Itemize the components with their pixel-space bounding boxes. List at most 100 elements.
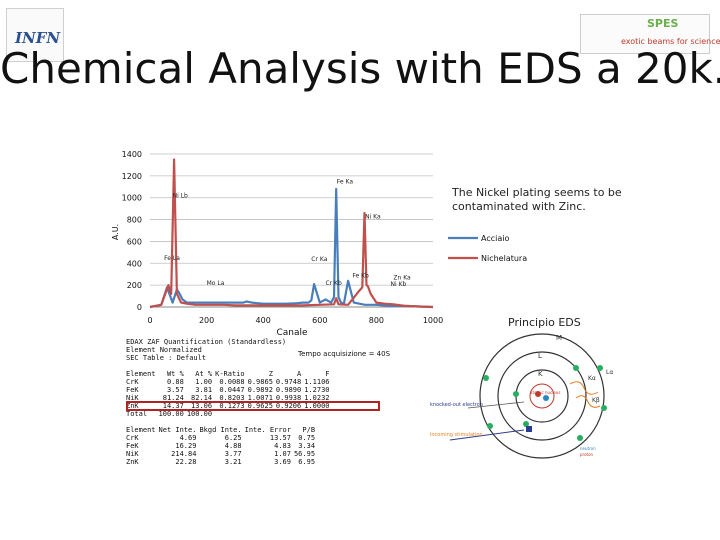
peak-label: Cr Kb	[325, 280, 341, 287]
y-tick-label: 0	[137, 303, 142, 312]
wt-row: ZnK 14.37 13.06 0.1273 0.9625 0.9206 1.0000	[126, 402, 333, 410]
wt-cell: 1.0071	[247, 394, 273, 402]
net-cell: 3.34	[298, 442, 316, 450]
peak-label: Fe Kb	[352, 272, 369, 279]
x-tick-label: 400	[256, 316, 271, 325]
series-line-nichelatura	[149, 158, 434, 309]
shell-l	[497, 351, 587, 441]
net-cell: CrK	[126, 434, 139, 442]
net-row: ZnK 22.28 3.21 3.69 6.95	[126, 458, 318, 466]
wt-cell: 0.9890	[275, 386, 302, 394]
wt-cell	[248, 410, 276, 418]
wt-cell: 1.2730	[304, 386, 330, 394]
eds-table-header-2: Element Normalized	[126, 346, 202, 354]
net-cell: 3.77	[224, 450, 242, 458]
wt-cell: CrK	[126, 378, 139, 386]
net-cell: NiK	[126, 450, 139, 458]
net-cell: 214.84	[171, 450, 197, 458]
x-axis-label: Canale	[276, 328, 308, 338]
knockout-line	[467, 401, 525, 409]
net-cell: 0.75	[298, 434, 316, 442]
net-table: Element Net Inte. Bkgd Inte. Inte. Error P/B…	[126, 426, 318, 466]
net-row: NiK 214.84 3.77 1.07 56.95	[126, 450, 318, 458]
slide-title: Chemical Analysis with EDS a 20k. V	[0, 44, 720, 93]
net-row: CrK 4.69 6.25 13.57 0.75	[126, 434, 318, 442]
wt-cell: 100.00	[186, 410, 213, 418]
x-tick-label: 200	[199, 316, 214, 325]
wt-cell: 3.81	[195, 386, 213, 394]
wt-cell: ZnK	[126, 402, 139, 410]
nucleus	[529, 383, 555, 409]
wt-cell: 1.1106	[304, 378, 330, 386]
net-cell: 22.28	[175, 458, 197, 466]
shell-m	[479, 333, 605, 459]
eds-table-header-3: SEC Table : Default	[126, 354, 207, 362]
y-tick-label: 1400	[122, 150, 142, 159]
x-tick-label: 0	[147, 316, 152, 325]
net-cell: 16.29	[175, 442, 197, 450]
chart-axes: 0 200 400 600 800 1000 1200 1400 0 200 400 600 800 10…	[111, 150, 443, 338]
eds-quantification-table: EDAX ZAF Quantification (Standardless) E…	[126, 338, 396, 506]
net-cell: 56.95	[293, 450, 316, 458]
net-cell: 4.83	[274, 442, 291, 450]
net-cell: 4.88	[224, 442, 242, 450]
wt-header-cell: F	[325, 370, 330, 378]
peak-label: Zn Ka	[393, 275, 411, 282]
net-header-row: Element Net Inte. Bkgd Inte. Inte. Error P/B	[126, 426, 318, 434]
net-header-cell: Net Inte.	[158, 426, 197, 434]
knocked-electron-square	[526, 426, 532, 432]
peak-label: Ni Lb	[173, 193, 188, 200]
wt-cell: 1.0232	[304, 394, 330, 402]
wt-row: CrK 0.88 1.00 0.0088 0.9865 0.9748 1.1106	[126, 378, 333, 386]
la-label: Lα	[606, 369, 613, 376]
peak-label: Cr Ka	[311, 256, 327, 263]
kb-label: Kβ	[592, 397, 600, 404]
net-cell: 13.57	[269, 434, 291, 442]
x-tick-label: 600	[312, 316, 327, 325]
wt-header-cell: A	[297, 370, 302, 378]
wt-cell: 3.57	[166, 386, 184, 394]
peak-label: Mo La	[207, 280, 225, 287]
electron-dot	[597, 365, 603, 371]
peak-label: Ni Ka	[365, 213, 381, 220]
y-tick-label: 1200	[122, 172, 142, 181]
wt-header-row: Element Wt % At % K-Ratio Z A F	[126, 370, 333, 378]
y-tick-label: 800	[127, 216, 142, 225]
wt-cell: 0.9625	[247, 402, 273, 410]
net-cell: FeK	[126, 442, 139, 450]
infn-logo-text: INFN	[15, 29, 61, 47]
electron-dot	[573, 365, 579, 371]
nucleus-label: atomic nucleus	[530, 390, 560, 395]
spes-logo: SPES exotic beams for science	[580, 14, 720, 54]
x-tick-label: 1000	[423, 316, 443, 325]
wt-cell: 0.8203	[219, 394, 245, 402]
acquisition-time: Tempo acquisizione = 40S	[298, 350, 391, 358]
shell-label-m: M	[556, 334, 562, 342]
neutron-dot	[543, 395, 549, 401]
infn-logo: INFN	[6, 8, 64, 62]
y-tick-label: 400	[127, 259, 142, 268]
incoming-line	[449, 429, 525, 441]
net-cell: 6.95	[298, 458, 316, 466]
wt-cell: 100.00	[158, 410, 184, 418]
net-header-cell: Inte. Error	[244, 426, 291, 434]
wt-header-cell: At %	[195, 370, 213, 378]
atom-shell-diagram: M L K atomic nucleus Kα Kβ Lα knocked-ou…	[430, 333, 613, 459]
wt-cell: 1.0000	[304, 402, 330, 410]
wt-row: NiK 81.24 82.14 0.8203 1.0071 0.9938 1.0232	[126, 394, 333, 402]
electron-dot	[483, 375, 489, 381]
contamination-note: The Nickel plating seems to be contamina…	[452, 186, 622, 213]
y-tick-label: 1000	[122, 194, 142, 203]
series-line-acciaio	[149, 187, 434, 309]
wt-cell: 0.9938	[275, 394, 302, 402]
wt-cell: 13.06	[191, 402, 213, 410]
wt-cell: NiK	[126, 394, 139, 402]
y-tick-label: 600	[127, 237, 142, 246]
wt-cell: 81.24	[162, 394, 184, 402]
principio-eds-label: Principio EDS	[508, 316, 581, 329]
wt-cell: Total	[126, 410, 148, 418]
net-cell: 4.69	[179, 434, 197, 442]
wt-cell: 0.1273	[219, 402, 245, 410]
net-header-cell: Element	[126, 426, 156, 434]
